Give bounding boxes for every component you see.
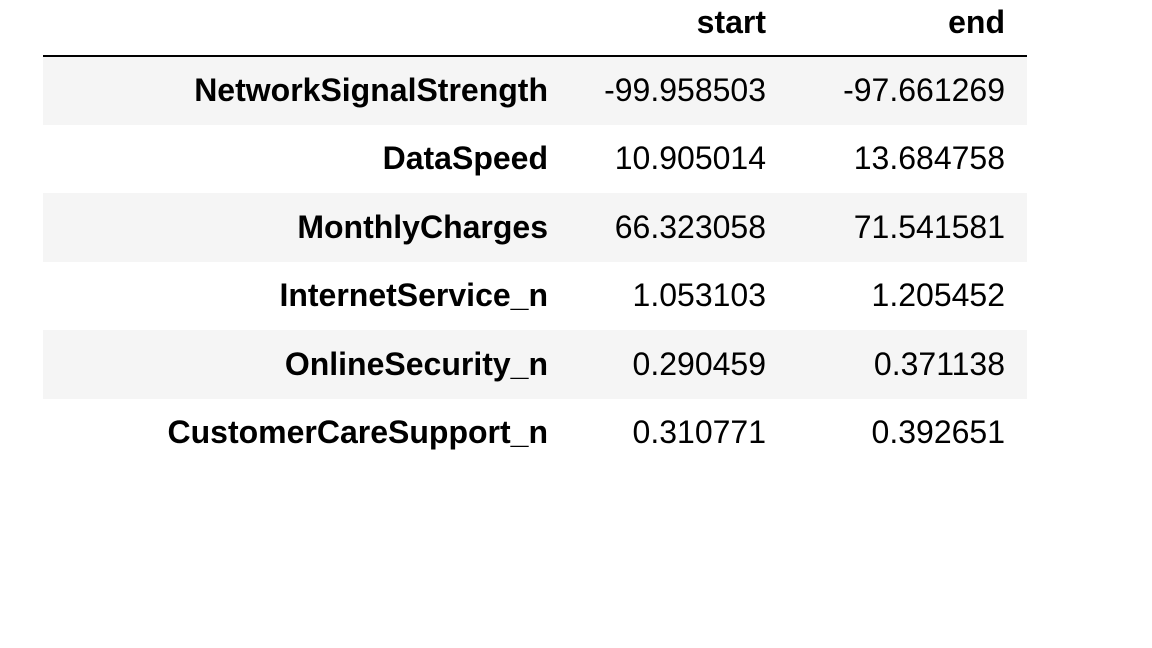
cell-start: -99.958503 (604, 72, 766, 109)
cell-end: 13.684758 (853, 140, 1005, 177)
cell-end: 1.205452 (871, 277, 1005, 314)
table-header: start end (43, 0, 1027, 57)
cell-start: 0.290459 (632, 345, 766, 382)
index-header (43, 0, 548, 57)
cell-end: 0.371138 (873, 345, 1005, 382)
cell-start: 0.310771 (632, 414, 766, 451)
dataframe-table: start end NetworkSignalStrength -99.9585… (43, 0, 1027, 467)
table-row: CustomerCareSupport_n 0.310771 0.392651 (43, 399, 1027, 468)
cell-end: 71.541581 (853, 208, 1005, 245)
cell-start: 10.905014 (614, 140, 766, 177)
cell-start: 1.053103 (632, 277, 766, 314)
table-row: NetworkSignalStrength -99.958503 -97.661… (43, 56, 1027, 125)
row-index: MonthlyCharges (297, 208, 548, 245)
dataframe-container: start end NetworkSignalStrength -99.9585… (43, 0, 1027, 467)
row-index: InternetService_n (279, 277, 548, 314)
table-row: DataSpeed 10.905014 13.684758 (43, 125, 1027, 194)
row-index: DataSpeed (382, 140, 548, 177)
column-header-start: start (548, 0, 788, 57)
table-row: OnlineSecurity_n 0.290459 0.371138 (43, 330, 1027, 399)
row-index: CustomerCareSupport_n (167, 414, 549, 451)
header-row: start end (43, 0, 1027, 57)
row-index: NetworkSignalStrength (194, 72, 548, 109)
row-index: OnlineSecurity_n (284, 345, 548, 382)
table-row: MonthlyCharges 66.323058 71.541581 (43, 193, 1027, 262)
table-row: InternetService_n 1.053103 1.205452 (43, 262, 1027, 331)
cell-end: 0.392651 (871, 414, 1005, 451)
column-header-end: end (788, 0, 1027, 57)
table-body: NetworkSignalStrength -99.958503 -97.661… (43, 56, 1027, 467)
cell-end: -97.661269 (843, 72, 1005, 109)
cell-start: 66.323058 (614, 208, 766, 245)
